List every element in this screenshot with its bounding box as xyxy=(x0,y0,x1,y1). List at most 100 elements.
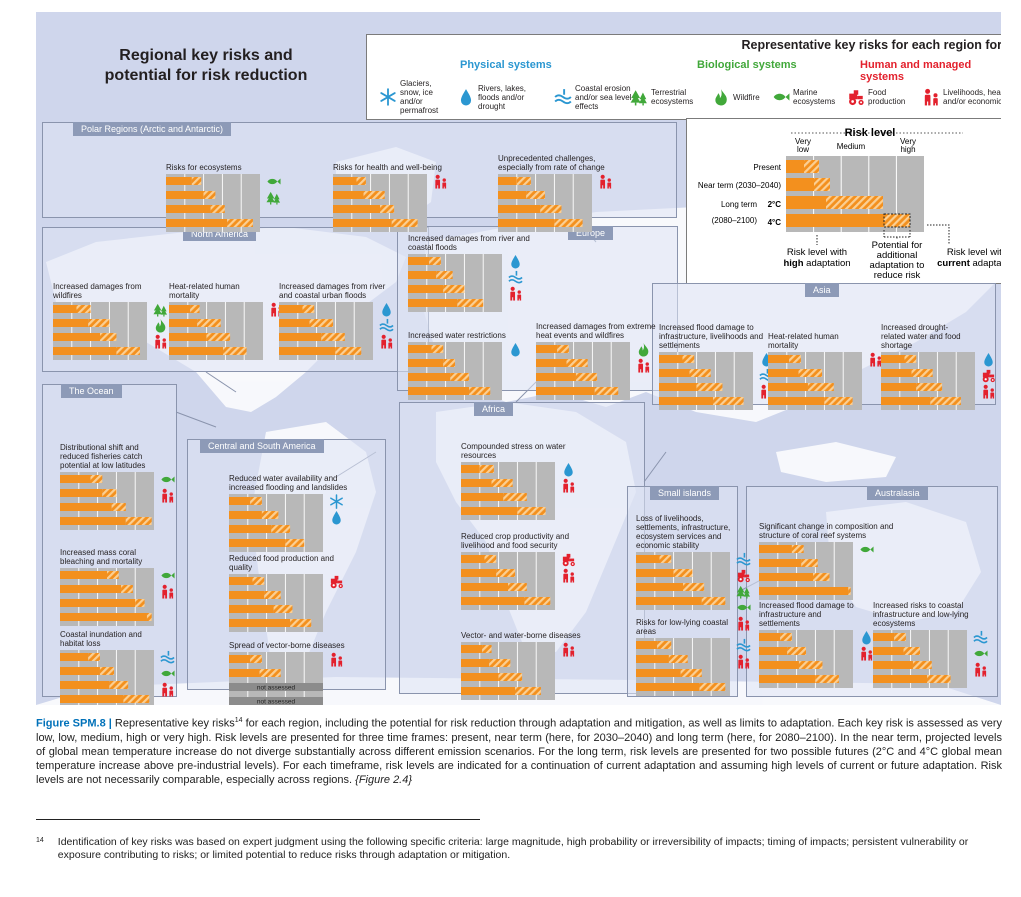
bar-current-adaptation xyxy=(206,333,231,341)
risk-label: Increased drought-related water and food… xyxy=(881,323,961,350)
region-title: The Ocean xyxy=(61,384,122,398)
risk-icons xyxy=(859,542,874,557)
bar-current-adaptation xyxy=(516,177,531,185)
bar-current-adaptation xyxy=(798,369,823,377)
people-icon xyxy=(435,174,447,189)
bar-current-adaptation xyxy=(848,587,851,595)
fish-icon xyxy=(860,546,874,553)
legend-item-label-line: drought xyxy=(478,101,506,111)
people-icon xyxy=(870,352,882,367)
legend-item-label-line: Marine xyxy=(793,88,818,97)
bar-high-adaptation xyxy=(408,373,451,381)
bar-current-adaptation xyxy=(824,397,853,405)
risk-label: Increased damages from river and coastal… xyxy=(279,282,386,300)
bar-high-adaptation xyxy=(229,655,251,663)
region-csa: Central and South America xyxy=(187,439,386,690)
drop-icon xyxy=(511,254,520,269)
row-2c: 2°C xyxy=(768,200,782,209)
legend-item-label-line: Glaciers, xyxy=(400,79,432,88)
not-assessed-label: not assessed xyxy=(257,685,296,692)
bar-current-adaptation xyxy=(125,517,152,525)
region-title: Polar Regions (Arctic and Antarctic) xyxy=(73,122,232,136)
risk-label: Increased risks to coastal infrastructur… xyxy=(873,601,969,628)
risk-icons xyxy=(160,472,175,503)
wave-icon xyxy=(736,552,751,566)
legend-bar-long4-current xyxy=(884,214,910,227)
bar-high-adaptation xyxy=(60,599,136,607)
bar-high-adaptation xyxy=(768,369,799,377)
legend-item-label-line: ecosystems xyxy=(793,97,836,106)
risk-chart: Risks for ecosystems xyxy=(166,163,281,237)
bar-current-adaptation xyxy=(290,619,312,627)
risk-label: Increased mass coral bleaching and morta… xyxy=(60,548,143,566)
risk-icons xyxy=(329,574,344,589)
bar-current-adaptation xyxy=(450,373,470,381)
bar-high-adaptation xyxy=(408,257,430,265)
row-long-term: Long term xyxy=(721,200,757,209)
bar-high-adaptation xyxy=(536,345,558,353)
risk-icons xyxy=(859,630,874,661)
bar-high-adaptation xyxy=(166,205,211,213)
risk-chart: Compounded stress on water resources xyxy=(461,442,575,525)
bar-high-adaptation xyxy=(873,633,895,641)
risk-label: Significant change in composition and st… xyxy=(759,522,894,540)
bar-high-adaptation xyxy=(229,539,286,547)
bar-current-adaptation xyxy=(227,219,253,227)
bar-current-adaptation xyxy=(135,599,145,607)
bar-current-adaptation xyxy=(930,397,961,405)
legend-item-label-line: production xyxy=(868,97,906,106)
main-title: Regional key risks and potential for ris… xyxy=(96,46,316,86)
risk-icons xyxy=(508,254,523,301)
bar-high-adaptation xyxy=(461,673,499,681)
people-icon xyxy=(331,652,343,667)
bar-current-adaptation xyxy=(443,359,455,367)
bar-current-adaptation xyxy=(380,205,395,213)
note-potential-4: reduce risk xyxy=(874,270,921,281)
bar-high-adaptation xyxy=(461,659,490,667)
main-title-line-2: potential for risk reduction xyxy=(104,67,308,84)
bar-high-adaptation xyxy=(60,653,89,661)
risk-bars xyxy=(461,552,555,610)
bar-current-adaptation xyxy=(100,333,117,341)
scale-very-high-2: high xyxy=(900,145,915,154)
bar-high-adaptation xyxy=(461,479,492,487)
bar-current-adaptation xyxy=(429,257,441,265)
bar-current-adaptation xyxy=(696,383,723,391)
legend-item-label-line: snow, ice xyxy=(400,88,433,97)
risk-chart: Increased damages from extreme heat even… xyxy=(536,322,656,405)
caption-reference: {Figure 2.4} xyxy=(355,774,413,787)
risk-bars xyxy=(229,574,323,632)
legend-item-label-line: Terrestrial xyxy=(651,88,687,97)
bar-current-adaptation xyxy=(517,507,546,515)
risk-bars xyxy=(60,568,154,626)
risk-chart: Increased damages from wildfires xyxy=(53,282,168,365)
wave-icon xyxy=(508,270,523,284)
wave-icon xyxy=(973,630,988,644)
risk-bars xyxy=(536,342,630,400)
bar-high-adaptation xyxy=(229,669,260,677)
row-near-term: Near term (2030–2040) xyxy=(698,181,781,190)
legend-bar-long2-current xyxy=(826,196,883,209)
risk-chart: Increased damages from river and coastal… xyxy=(408,234,530,317)
risk-bars xyxy=(881,352,975,410)
bar-high-adaptation xyxy=(53,333,100,341)
people-icon xyxy=(162,682,174,697)
bar-current-adaptation xyxy=(116,347,140,355)
fish-icon xyxy=(267,178,281,185)
risk-icons xyxy=(266,174,281,205)
risk-label: Risks for ecosystems xyxy=(166,163,242,172)
risk-label: Increased damages from river and coastal… xyxy=(408,234,530,252)
tree-icon xyxy=(736,585,751,599)
note-potential-3: adaptation to xyxy=(870,260,925,271)
bar-high-adaptation xyxy=(53,347,117,355)
row-present: Present xyxy=(753,163,781,172)
bar-current-adaptation xyxy=(203,191,216,199)
bar-high-adaptation xyxy=(536,359,567,367)
fish-icon xyxy=(974,650,988,657)
risk-icons xyxy=(379,302,394,349)
bar-high-adaptation xyxy=(873,661,913,669)
people-icon xyxy=(381,334,393,349)
bar-current-adaptation xyxy=(701,597,726,605)
bar-high-adaptation xyxy=(881,369,912,377)
bar-high-adaptation xyxy=(636,569,674,577)
